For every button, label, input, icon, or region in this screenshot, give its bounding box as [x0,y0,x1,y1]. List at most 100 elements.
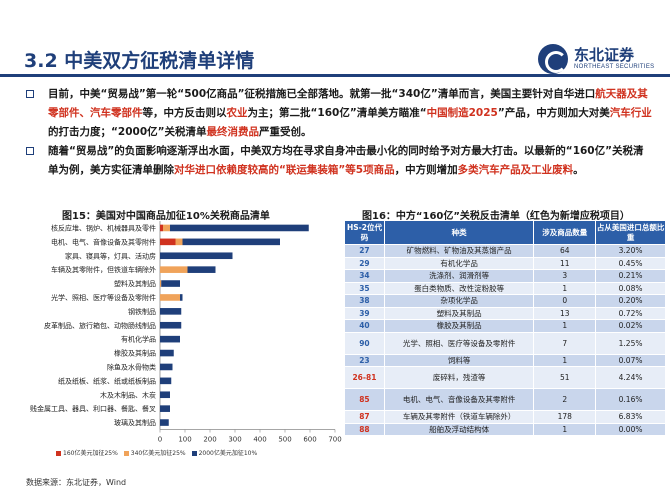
bullet-text-segment: ，中方则增加 [395,164,458,176]
header-count: 涉及商品数量 [534,221,596,245]
category-label: 纸及纸板、纸浆、纸或纸板制品 [58,376,156,385]
cell-share: 0.07% [596,354,666,367]
cell-count: 1 [534,354,596,367]
bullet-text-segment: 。 [573,164,584,176]
legend-item: 160亿美元加征25% [56,448,118,457]
cell-hs-code: 40 [345,320,385,333]
bar-segment [160,405,170,412]
header-share: 占从美国进口总额比重 [596,221,666,245]
cell-category: 饲料等 [384,354,533,367]
cell-share: 0.02% [596,320,666,333]
table-row: 26-81 废碎料，残渣等 51 4.24% [345,367,666,389]
category-label: 除鱼及水骨物类 [107,362,156,371]
cell-hs-code: 87 [345,411,385,424]
bullet-text-segment: ”产品，中方则加大对美 [498,107,610,119]
table-row: 87 车辆及其零附件（铁道车辆除外） 178 6.83% [345,411,666,424]
header-divider [0,74,670,77]
x-tick-label: 0 [158,436,162,444]
highlighted-text: 汽车行业 [610,107,652,119]
cell-category: 橡胶及其制品 [384,320,533,333]
category-label: 橡胶及其制品 [114,349,156,358]
bar-segment [160,391,170,398]
x-tick-label: 700 [328,436,341,444]
legend-label: 340亿美元加征25% [131,450,186,457]
cell-count: 1 [534,320,596,333]
tariff-table: HS-2位代码 种类 涉及商品数量 占从美国进口总额比重 27 矿物燃料、矿物油及… [344,220,666,436]
bullet-item: 随着“贸易战”的负面影响逐渐浮出水面，中美双方均在寻求自身冲击最小化的同时给予对… [22,142,652,180]
legend-swatch [192,451,197,456]
category-label: 木及木制品、木炭 [100,390,156,399]
bullet-text-segment: 目前，中美“贸易战”第一轮“500亿商品”征税措施已全部落地。就第一批“340亿… [48,88,595,100]
x-tick-label: 600 [303,436,316,444]
bar-segment [160,419,169,426]
cell-hs-code: 35 [345,282,385,295]
category-label: 皮革制品、旅行箱包、动物肠线制品 [44,321,156,330]
cell-category: 车辆及其零附件（铁道车辆除外） [384,411,533,424]
bar-segment [160,308,181,315]
x-tick-label: 200 [203,436,216,444]
source-note: 数据来源：东北证券，Wind [26,477,126,488]
bar-segment [160,364,173,371]
category-label: 家具、寝具等，灯具、活动房 [65,251,156,260]
legend-label: 160亿美元加征25% [63,450,118,457]
tariff-table-container: HS-2位代码 种类 涉及商品数量 占从美国进口总额比重 27 矿物燃料、矿物油及… [344,220,666,436]
cell-share: 0.20% [596,295,666,308]
x-tick-label: 500 [278,436,291,444]
table-row: 35 蛋白类物质、改性淀粉胶等 1 0.08% [345,282,666,295]
cell-hs-code: 38 [345,295,385,308]
bullet-text: 随着“贸易战”的负面影响逐渐浮出水面，中美双方均在寻求自身冲击最小化的同时给予对… [48,145,644,176]
category-label: 塑料及其制品 [114,279,156,288]
company-logo: 东北证券 NORTHEAST SECURITIES [538,44,666,74]
x-tick-label: 100 [178,436,191,444]
bullet-text: 目前，中美“贸易战”第一轮“500亿商品”征税措施已全部落地。就第一批“340亿… [48,88,652,138]
cell-hs-code: 23 [345,354,385,367]
cell-hs-code: 34 [345,270,385,283]
legend-item: 340亿美元加征25% [124,448,186,457]
bar-segment [160,252,233,259]
square-bullet-icon [26,147,34,155]
cell-category: 洗涤剂、润滑剂等 [384,270,533,283]
bar-segment [161,280,180,287]
cell-count: 51 [534,367,596,389]
cell-share: 0.08% [596,282,666,295]
page-header: 3.2 中美双方征税清单详情 东北证券 NORTHEAST SECURITIES [0,0,670,78]
category-label: 光学、照相、医疗等设备及零附件 [51,293,156,302]
table-row: 39 塑料及其制品 13 0.72% [345,307,666,320]
table-row: 27 矿物燃料、矿物油及其蒸馏产品 64 3.20% [345,245,666,258]
table-row: 40 橡胶及其制品 1 0.02% [345,320,666,333]
category-label: 玻璃及其制品 [114,418,156,427]
table-row: 34 洗涤剂、润滑剂等 3 0.21% [345,270,666,283]
legend-swatch [56,451,61,456]
cell-count: 13 [534,307,596,320]
highlighted-text: 中国制造2025 [427,107,498,119]
table-row: 85 电机、电气、音像设备及其零附件 2 0.16% [345,389,666,411]
cell-hs-code: 39 [345,307,385,320]
cell-share: 1.25% [596,332,666,354]
cell-hs-code: 27 [345,245,385,258]
table-header-row: HS-2位代码 种类 涉及商品数量 占从美国进口总额比重 [345,221,666,245]
cell-count: 1 [534,423,596,436]
cell-share: 0.16% [596,389,666,411]
table-row: 88 船舶及浮动结构体 1 0.00% [345,423,666,436]
cell-category: 有机化学品 [384,257,533,270]
cell-hs-code: 90 [345,332,385,354]
cell-share: 3.20% [596,245,666,258]
cell-count: 3 [534,270,596,283]
cell-hs-code: 26-81 [345,367,385,389]
table-row: 90 光学、照相、医疗等设备及零附件 7 1.25% [345,332,666,354]
cell-count: 11 [534,257,596,270]
legend-label: 2000亿美元加征10% [199,450,258,457]
table-body: 27 矿物燃料、矿物油及其蒸馏产品 64 3.20% 29 有机化学品 11 0.45% 34 洗… [345,245,666,436]
cell-share: 0.45% [596,257,666,270]
bar-segment [170,225,309,232]
highlighted-text: 最终消费品 [207,126,260,138]
cell-hs-code: 88 [345,423,385,436]
page-title: 3.2 中美双方征税清单详情 [24,46,254,73]
bullet-text-segment: 为主；第二批“160亿”清单美方瞄准“ [248,107,427,119]
bar-segment [160,266,188,273]
cell-count: 7 [534,332,596,354]
bar-segment [160,350,174,357]
highlighted-text: 多类汽车产品及工业废料 [458,164,574,176]
bar-segment [160,294,180,301]
cell-share: 6.83% [596,411,666,424]
